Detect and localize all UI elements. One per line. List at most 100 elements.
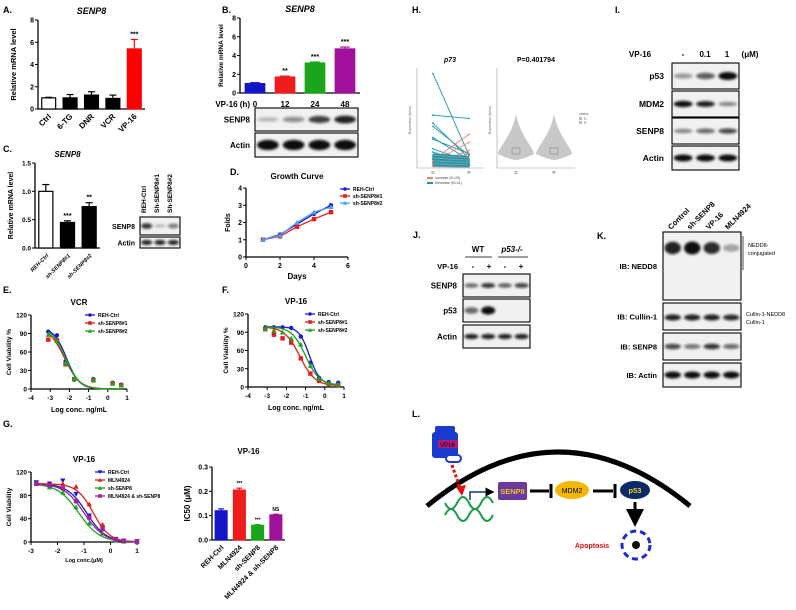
x-axis-label: Log conc. ng/mL (51, 407, 108, 414)
data-point (280, 336, 285, 341)
bar (62, 97, 78, 110)
data-point (97, 477, 103, 482)
data-point (288, 335, 294, 341)
significance-label: *** (311, 54, 319, 61)
legend-entry: sh-SENP8#1 (353, 194, 383, 200)
x-tick-label: R (467, 170, 471, 175)
category-label: 12 (281, 100, 290, 109)
legend-entry: REH-Ctrl (353, 187, 374, 193)
band (718, 154, 738, 162)
category-label: DNR (77, 112, 96, 131)
legend-entry: MLN4924 (108, 478, 130, 484)
blot-row-label: IB: Cullin-1 (617, 313, 657, 322)
band (464, 333, 479, 340)
band (514, 283, 529, 288)
blot-row-actin (671, 145, 740, 171)
y-tick-label: 2 (30, 84, 34, 91)
data-point (289, 325, 294, 331)
data-point (294, 224, 300, 230)
band (718, 128, 738, 134)
data-point (113, 537, 118, 542)
blot-row-label: SENP8 (112, 224, 135, 231)
significance-label: *** (130, 31, 138, 38)
legend-entry: sh-SENP8#2 (98, 329, 128, 335)
data-point (262, 325, 268, 331)
senp8-box (498, 482, 527, 500)
category-label: Ctrl (37, 112, 53, 128)
data-point (86, 501, 92, 507)
panel-label-g: G. (3, 419, 13, 429)
chart-title: VP-16 (73, 455, 96, 464)
y-axis-label: Cell Viability % (6, 329, 13, 375)
data-point (326, 380, 332, 386)
blot-row-label: SENP8 (636, 126, 664, 136)
y-axis-label: Cell Viability (6, 487, 13, 526)
legend-swatch (427, 182, 433, 184)
treatment-sign: + (519, 262, 524, 271)
x-tick-label: -3 (28, 548, 34, 555)
band (664, 371, 681, 379)
paired-line (432, 153, 470, 158)
blot-row-mdm2 (671, 90, 740, 118)
annotation-label: Cullin-1-NEDD8 (746, 312, 785, 318)
data-point (343, 187, 347, 191)
data-point (73, 504, 79, 510)
y-axis-label: IC50 (μM) (183, 485, 192, 521)
band (673, 73, 693, 79)
band (718, 101, 738, 107)
significance-label: *** (255, 518, 261, 524)
band (673, 128, 693, 134)
transcription-arrow (469, 487, 495, 500)
chart-title: VP-16 (285, 297, 308, 306)
band (464, 307, 479, 314)
panel-label-a: A. (3, 5, 12, 15)
cell-membrane-arc (425, 449, 692, 508)
y-tick-label: 0.0 (198, 538, 208, 545)
y-axis-label: Cell Viability % (223, 327, 230, 373)
data-point (60, 481, 66, 486)
x-tick-label: R (552, 170, 556, 175)
y-axis-label: Relative mRNA level (8, 172, 15, 239)
band (718, 71, 738, 81)
y-axis-label: Expression (fpkm) (488, 106, 492, 134)
band (141, 223, 153, 229)
blot-frame (462, 324, 531, 349)
paired-line (432, 161, 470, 165)
annotation-label: NEDD8- (748, 243, 769, 249)
band (696, 101, 715, 107)
treatment-sign: - (472, 262, 475, 271)
band (481, 306, 496, 315)
band (703, 371, 720, 379)
blot-row-label: p53 (649, 71, 664, 81)
series-line-sh-senp8-2 (265, 326, 339, 386)
data-point (468, 154, 470, 157)
band (673, 154, 693, 162)
x-tick-label: -1 (81, 548, 87, 555)
drug-bottle-icon: VP16 (432, 426, 462, 463)
y-tick-label: 0.5 (22, 217, 31, 224)
band (684, 241, 701, 255)
data-point (328, 204, 334, 210)
chart-title: SENP8 (54, 150, 81, 159)
legend-swatch (427, 177, 433, 179)
band (696, 72, 715, 80)
data-point (90, 377, 97, 382)
band (703, 241, 720, 255)
band (154, 239, 166, 246)
blot-row-actin (254, 132, 359, 158)
annotation-label: conjugated (748, 251, 775, 257)
y-tick-label: 0 (30, 107, 34, 114)
band (334, 139, 356, 151)
legend-swatch (579, 121, 582, 124)
category-label: 0 (253, 100, 258, 109)
blot-row-label: Actin (230, 141, 250, 150)
data-point (118, 382, 124, 388)
category-label: 48 (341, 100, 350, 109)
y-tick-label: 8 (232, 16, 236, 23)
x-tick-label: -4 (28, 395, 34, 402)
band (684, 344, 701, 349)
band (673, 100, 693, 108)
x-axis-label: Days (287, 272, 307, 281)
band (497, 333, 512, 340)
lane-label: Sh-SENP8#2 (167, 174, 174, 213)
